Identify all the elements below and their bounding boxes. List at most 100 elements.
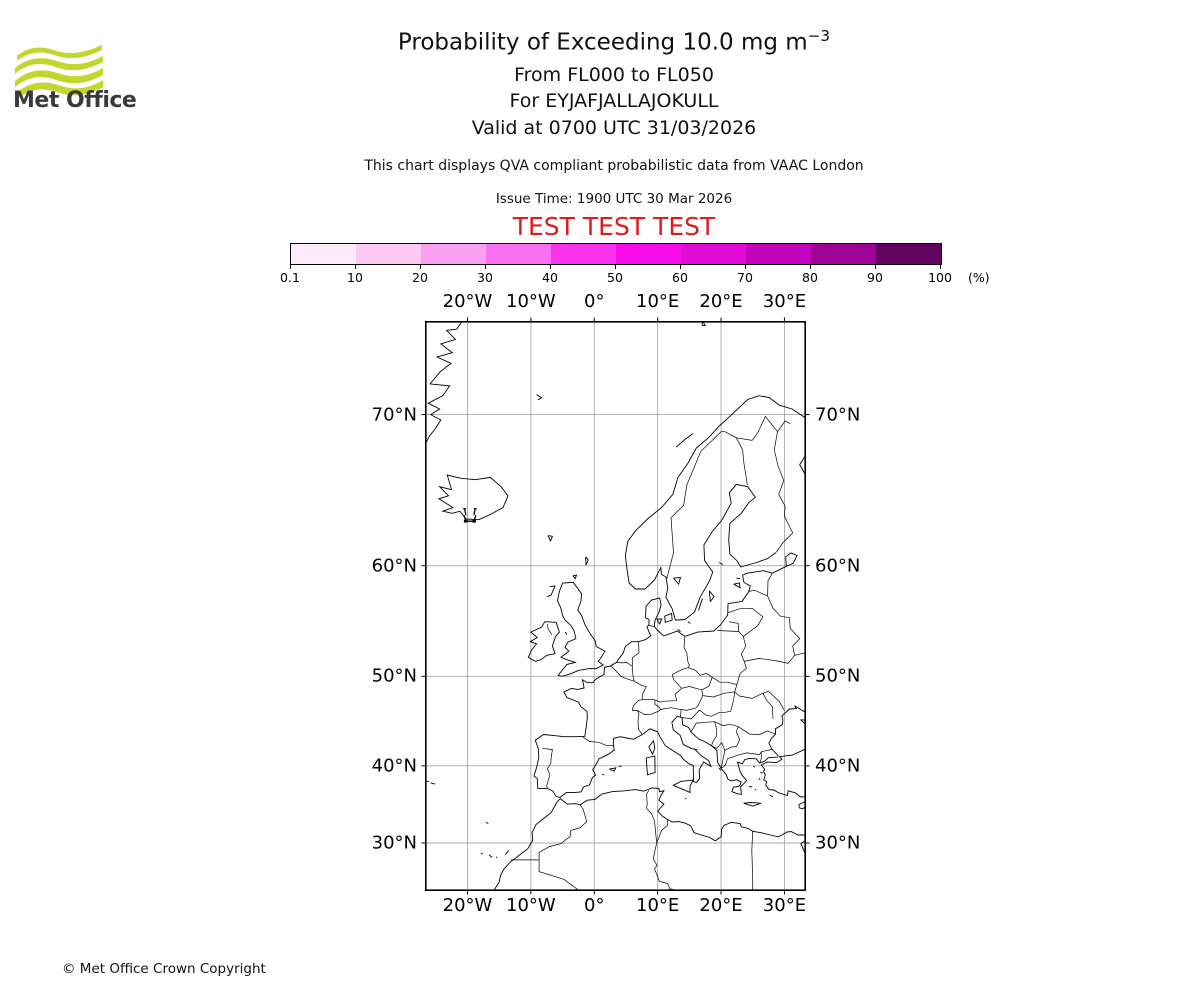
coastline-path <box>672 779 694 794</box>
longitude-label-bottom: 20°E <box>699 895 743 916</box>
country-border-path <box>777 420 791 432</box>
coastline-path <box>760 771 763 774</box>
country-border-path <box>734 690 785 711</box>
coastline-path <box>480 852 483 855</box>
chart-description: This chart displays QVA compliant probab… <box>364 158 864 174</box>
coastline-path <box>485 821 489 824</box>
latitude-label-right: 70°N <box>815 404 861 426</box>
coastline-path <box>645 755 656 776</box>
coastline-path <box>437 474 509 521</box>
coastline-path <box>426 780 429 783</box>
longitude-label-bottom: 30°E <box>762 895 807 916</box>
country-border-path <box>702 684 738 698</box>
latitude-label-right: 50°N <box>815 665 861 687</box>
country-border-path <box>748 589 768 597</box>
colorbar-tick-label: 90 <box>867 270 883 285</box>
coastline-path <box>547 585 556 598</box>
country-border-path <box>547 623 553 635</box>
country-border-path <box>690 721 718 746</box>
europe-map <box>421 317 810 895</box>
latitude-label-left: 40°N <box>371 755 417 777</box>
latitude-label-left: 30°N <box>371 832 417 854</box>
coastline-path <box>799 454 806 477</box>
coastline-path <box>718 767 722 771</box>
colorbar-segment <box>551 244 616 264</box>
graticule <box>425 321 806 891</box>
country-border-path <box>683 636 690 668</box>
coastline-path <box>505 850 510 855</box>
latitude-label-left: 60°N <box>371 555 417 577</box>
country-border-path <box>610 665 647 700</box>
coastline-path <box>664 612 673 623</box>
coastline-path <box>708 590 715 603</box>
coastline-path <box>425 321 463 445</box>
country-border-path <box>649 625 655 627</box>
country-border-path <box>727 607 764 617</box>
axis-ticks <box>421 317 810 895</box>
coastline-path <box>585 556 589 566</box>
logo-waves-icon <box>15 44 103 101</box>
subtitle-valid-time: Valid at 0700 UTC 31/03/2026 <box>471 117 757 139</box>
coastline-path <box>701 321 707 327</box>
country-border-path <box>751 831 754 891</box>
country-border-path <box>736 415 778 441</box>
country-border-path <box>738 726 776 735</box>
page-title: Probability of Exceeding 10.0 mg m−3 <box>397 27 831 56</box>
colorbar-segment <box>616 244 681 264</box>
colorbar-tick-label: 100 <box>928 270 952 285</box>
coastline-path <box>547 535 554 543</box>
longitude-label-top: 10°W <box>506 291 556 312</box>
coastline-path <box>677 629 681 632</box>
coastline-path <box>527 621 560 662</box>
country-border-path <box>767 573 773 597</box>
copyright-notice: © Met Office Crown Copyright <box>62 961 266 977</box>
coastline-path <box>798 800 806 810</box>
probability-colorbar <box>290 243 942 265</box>
longitude-label-top: 10°E <box>636 291 680 312</box>
coastline-path <box>572 574 578 580</box>
country-border-path <box>762 693 774 720</box>
colorbar-segment <box>486 244 551 264</box>
country-border-path <box>654 699 662 710</box>
coastline-path <box>609 767 617 772</box>
colorbar-tick-label: 30 <box>477 270 493 285</box>
country-border-path <box>681 689 704 711</box>
country-border-path <box>646 790 658 844</box>
colorbar-tick-label: 50 <box>607 270 623 285</box>
colorbar-segment <box>356 244 421 264</box>
met-office-logo-text: Met Office <box>13 88 137 113</box>
country-border-path <box>542 747 553 789</box>
country-border-path <box>656 819 668 844</box>
country-border-path <box>538 859 580 891</box>
latitude-label-left: 70°N <box>371 404 417 426</box>
longitude-label-bottom: 10°W <box>506 895 556 916</box>
country-border-path <box>711 742 726 751</box>
country-border-path <box>773 431 794 554</box>
colorbar-tick <box>809 265 811 269</box>
colorbar-tick-label: 20 <box>412 270 428 285</box>
subtitle-flight-levels: From FL000 to FL050 <box>514 64 714 86</box>
colorbar-tick-label: 60 <box>672 270 688 285</box>
colorbar-segment <box>421 244 486 264</box>
coastline-path <box>760 748 806 798</box>
country-border-path <box>671 667 689 689</box>
country-border-path <box>582 736 615 747</box>
map-frame <box>425 321 806 892</box>
colorbar-segment <box>746 244 811 264</box>
country-border-path <box>666 431 725 579</box>
coastline-path <box>648 740 656 756</box>
colorbar-tick <box>289 265 291 269</box>
coastline-path <box>753 765 756 768</box>
coastline-path <box>564 631 568 635</box>
country-border-path <box>724 431 748 486</box>
coastline-path <box>687 621 691 624</box>
coastline-path <box>493 787 806 891</box>
coastline-path <box>673 576 682 586</box>
country-border-path <box>631 641 640 667</box>
colorbar-tick <box>679 265 681 269</box>
country-border-path <box>538 804 588 860</box>
longitude-label-bottom: 10°E <box>636 895 680 916</box>
country-border-path <box>631 666 635 682</box>
latitude-label-right: 60°N <box>815 555 861 577</box>
